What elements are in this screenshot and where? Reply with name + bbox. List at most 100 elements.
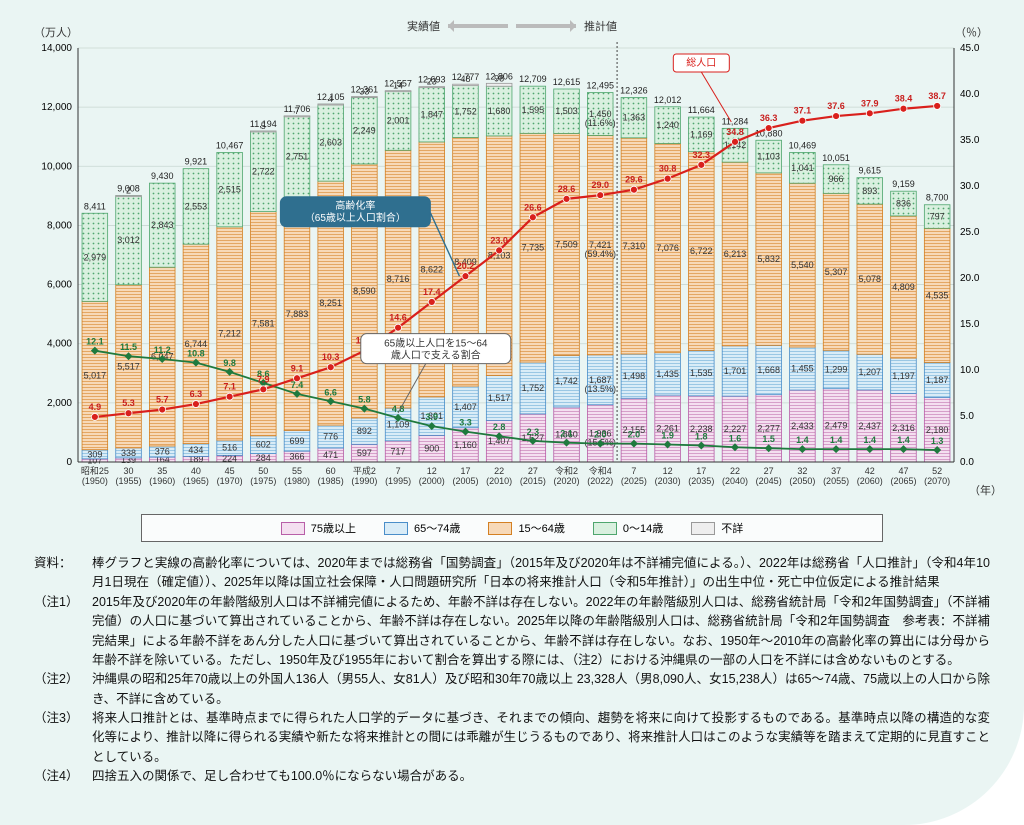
svg-text:1.5: 1.5	[762, 434, 775, 444]
note-3-body: 将来人口推計とは、基準時点までに得られた人口学的データに基づき、それまでの傾向、…	[92, 709, 990, 767]
note-3: （注3） 将来人口推計とは、基準時点までに得られた人口学的データに基づき、それま…	[34, 709, 990, 767]
svg-text:45.0: 45.0	[960, 43, 980, 54]
svg-text:27: 27	[528, 466, 538, 476]
caption-estimate: 推計値	[584, 18, 617, 34]
legend-label-na: 不詳	[721, 520, 743, 536]
svg-text:42: 42	[865, 466, 875, 476]
svg-text:55: 55	[292, 466, 302, 476]
svg-text:32.3: 32.3	[693, 150, 711, 160]
svg-text:30: 30	[124, 466, 134, 476]
actual-vs-estimate-caption: 実績値 推計値	[407, 18, 617, 34]
svg-text:令和4: 令和4	[589, 465, 612, 476]
svg-text:28.6: 28.6	[558, 184, 576, 194]
svg-text:8,700: 8,700	[926, 193, 949, 203]
population-chart-svg: 02,0004,0006,0008,00010,00012,00014,0000…	[26, 26, 998, 506]
svg-text:2.8: 2.8	[493, 422, 506, 432]
svg-text:(2022): (2022)	[587, 476, 613, 486]
svg-text:10,467: 10,467	[216, 140, 244, 150]
svg-text:5.7: 5.7	[156, 395, 169, 405]
svg-text:8,411: 8,411	[84, 201, 106, 211]
svg-text:(2020): (2020)	[554, 476, 580, 486]
svg-text:20.0: 20.0	[960, 273, 980, 284]
svg-text:17.4: 17.4	[423, 287, 441, 297]
svg-text:12,557: 12,557	[384, 79, 412, 89]
note-1-body: 2015年及び2020年の年齢階級別人口は不詳補完値によるため、年齢不詳は存在し…	[92, 593, 990, 671]
svg-text:12: 12	[427, 466, 437, 476]
svg-text:29.6: 29.6	[625, 175, 643, 185]
svg-text:(2070): (2070)	[924, 476, 950, 486]
svg-text:9,615: 9,615	[859, 166, 882, 176]
note-4: （注4） 四捨五入の関係で、足し合わせても100.0％にならない場合がある。	[34, 767, 990, 786]
legend-label-75: 75歳以上	[311, 520, 356, 536]
svg-text:1.4: 1.4	[864, 435, 877, 445]
svg-text:14.6: 14.6	[389, 313, 407, 323]
note-source-body: 棒グラフと実線の高齢化率については、2020年までは総務省「国勢調査」（2015…	[92, 554, 990, 593]
svg-text:(1985): (1985)	[318, 476, 344, 486]
svg-text:1.4: 1.4	[796, 435, 809, 445]
svg-text:37: 37	[831, 466, 841, 476]
svg-text:(2025): (2025)	[621, 476, 647, 486]
svg-text:12,615: 12,615	[553, 77, 581, 87]
svg-text:9,430: 9,430	[151, 171, 174, 181]
svg-text:1.8: 1.8	[695, 431, 708, 441]
svg-text:総人口: 総人口	[686, 56, 716, 69]
svg-text:12,000: 12,000	[41, 102, 72, 113]
svg-text:2.1: 2.1	[560, 429, 573, 439]
svg-text:(1980): (1980)	[284, 476, 310, 486]
legend-item-0: 0～14歳	[593, 520, 663, 536]
svg-text:15.0: 15.0	[960, 319, 980, 330]
svg-text:12,777: 12,777	[452, 72, 480, 82]
svg-text:0.0: 0.0	[960, 457, 974, 468]
svg-text:12,693: 12,693	[418, 75, 446, 85]
svg-text:(1995): (1995)	[385, 476, 411, 486]
note-1-tag: （注1）	[34, 593, 92, 671]
svg-text:12,012: 12,012	[654, 95, 682, 105]
svg-text:5.0: 5.0	[960, 411, 974, 422]
svg-text:30.0: 30.0	[960, 181, 980, 192]
svg-text:12,709: 12,709	[519, 74, 547, 84]
svg-text:4.9: 4.9	[89, 402, 102, 412]
svg-text:1.3: 1.3	[931, 436, 944, 446]
svg-text:6,000: 6,000	[47, 280, 72, 291]
svg-text:(1990): (1990)	[351, 476, 377, 486]
svg-text:35.0: 35.0	[960, 135, 980, 146]
svg-text:(2035): (2035)	[688, 476, 714, 486]
svg-text:9,921: 9,921	[185, 157, 208, 167]
note-4-tag: （注4）	[34, 767, 92, 786]
svg-text:(2040): (2040)	[722, 476, 748, 486]
svg-text:9,008: 9,008	[117, 184, 140, 194]
svg-text:38.4: 38.4	[895, 94, 913, 104]
svg-text:11.2: 11.2	[154, 345, 171, 355]
svg-text:8,000: 8,000	[47, 220, 72, 231]
svg-text:27: 27	[764, 466, 774, 476]
svg-text:37.6: 37.6	[827, 101, 845, 111]
svg-text:17: 17	[460, 466, 470, 476]
legend: 75歳以上 65～74歳 15～64歳 0～14歳 不詳	[141, 514, 883, 542]
svg-text:1.6: 1.6	[729, 433, 742, 443]
svg-text:(1950): (1950)	[82, 476, 108, 486]
note-2: （注2） 沖縄県の昭和25年70歳以上の外国人136人（男55人、女81人）及び…	[34, 670, 990, 709]
svg-text:20.2: 20.2	[457, 261, 475, 271]
note-4-body: 四捨五入の関係で、足し合わせても100.0％にならない場合がある。	[92, 767, 990, 786]
svg-text:22: 22	[730, 466, 740, 476]
svg-text:25.0: 25.0	[960, 227, 980, 238]
svg-text:12,806: 12,806	[485, 71, 513, 81]
svg-text:1.4: 1.4	[830, 435, 843, 445]
svg-text:40: 40	[191, 466, 201, 476]
svg-text:9.1: 9.1	[291, 363, 304, 373]
svg-text:(2030): (2030)	[655, 476, 681, 486]
svg-text:11.5: 11.5	[120, 342, 137, 352]
svg-text:昭和25: 昭和25	[81, 466, 109, 476]
svg-text:(2010): (2010)	[486, 476, 512, 486]
svg-text:40.0: 40.0	[960, 89, 980, 100]
svg-text:2.0: 2.0	[594, 430, 607, 440]
note-1: （注1） 2015年及び2020年の年齢階級別人口は不詳補完値によるため、年齢不…	[34, 593, 990, 671]
svg-text:37.9: 37.9	[861, 98, 879, 108]
chart-area: （万人） （％） （年） 実績値 推計値	[26, 26, 998, 506]
svg-text:(2055): (2055)	[823, 476, 849, 486]
legend-swatch-65	[384, 522, 408, 535]
svg-text:(2015): (2015)	[520, 476, 546, 486]
svg-text:22: 22	[494, 466, 504, 476]
legend-swatch-0	[593, 522, 617, 535]
svg-text:4,000: 4,000	[47, 339, 72, 350]
